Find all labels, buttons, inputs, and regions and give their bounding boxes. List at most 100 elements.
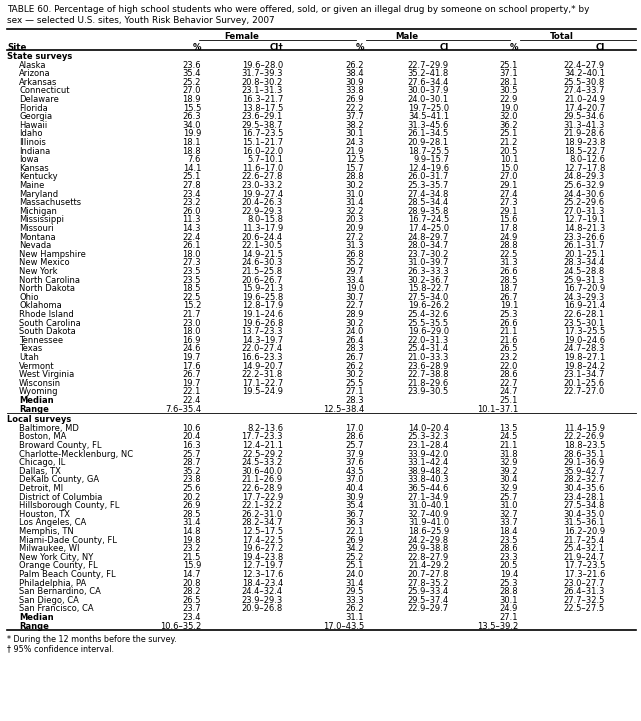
Text: Median: Median bbox=[19, 613, 54, 622]
Text: 17.7–22.9: 17.7–22.9 bbox=[242, 492, 283, 502]
Text: 26.5: 26.5 bbox=[183, 596, 201, 605]
Text: 30.6–40.0: 30.6–40.0 bbox=[242, 466, 283, 476]
Text: Memphis, TN: Memphis, TN bbox=[19, 527, 74, 536]
Text: 38.9–48.2: 38.9–48.2 bbox=[408, 466, 449, 476]
Text: 17.4–25.0: 17.4–25.0 bbox=[408, 224, 449, 233]
Text: 20.2: 20.2 bbox=[183, 492, 201, 502]
Text: 33.8–40.3: 33.8–40.3 bbox=[408, 475, 449, 485]
Text: 36.3: 36.3 bbox=[345, 518, 364, 527]
Text: 38.2: 38.2 bbox=[345, 121, 364, 130]
Text: 22.1–32.2: 22.1–32.2 bbox=[242, 501, 283, 510]
Text: 28.9: 28.9 bbox=[345, 310, 364, 319]
Text: 24.0: 24.0 bbox=[345, 570, 364, 579]
Text: Maine: Maine bbox=[19, 181, 44, 190]
Text: 30.5: 30.5 bbox=[499, 87, 518, 95]
Text: 25.1: 25.1 bbox=[183, 172, 201, 182]
Text: 30.4–35.0: 30.4–35.0 bbox=[563, 510, 605, 519]
Text: 22.6–27.8: 22.6–27.8 bbox=[242, 172, 283, 182]
Text: San Francisco, CA: San Francisco, CA bbox=[19, 604, 94, 614]
Text: 32.7–40.9: 32.7–40.9 bbox=[408, 510, 449, 519]
Text: 10.1: 10.1 bbox=[499, 155, 518, 164]
Text: 28.8: 28.8 bbox=[499, 587, 518, 596]
Text: 24.7–28.3: 24.7–28.3 bbox=[563, 345, 605, 353]
Text: 34.2–40.1: 34.2–40.1 bbox=[564, 69, 605, 78]
Text: 22.2–31.8: 22.2–31.8 bbox=[242, 370, 283, 379]
Text: 21.7: 21.7 bbox=[183, 310, 201, 319]
Text: 8.2–13.6: 8.2–13.6 bbox=[247, 424, 283, 433]
Text: 28.3: 28.3 bbox=[345, 396, 364, 405]
Text: 22.4–27.9: 22.4–27.9 bbox=[564, 61, 605, 70]
Text: 19.1–24.6: 19.1–24.6 bbox=[242, 310, 283, 319]
Text: 27.8: 27.8 bbox=[183, 181, 201, 190]
Text: 14.9–21.5: 14.9–21.5 bbox=[242, 249, 283, 259]
Text: 31.7–39.3: 31.7–39.3 bbox=[242, 69, 283, 78]
Text: 33.8: 33.8 bbox=[345, 87, 364, 95]
Text: 31.5–36.1: 31.5–36.1 bbox=[563, 518, 605, 527]
Text: 28.5: 28.5 bbox=[499, 275, 518, 285]
Text: 26.6: 26.6 bbox=[499, 319, 518, 327]
Text: 24.0: 24.0 bbox=[345, 327, 364, 336]
Text: 28.3: 28.3 bbox=[345, 345, 364, 353]
Text: 23.1–28.4: 23.1–28.4 bbox=[408, 441, 449, 450]
Text: 25.2: 25.2 bbox=[345, 553, 364, 562]
Text: 19.6–26.8: 19.6–26.8 bbox=[242, 319, 283, 327]
Text: 26.9: 26.9 bbox=[345, 536, 364, 544]
Text: 34.0: 34.0 bbox=[183, 121, 201, 130]
Text: Connecticut: Connecticut bbox=[19, 87, 69, 95]
Text: 26.8: 26.8 bbox=[345, 249, 364, 259]
Text: Utah: Utah bbox=[19, 353, 39, 362]
Text: 12.7–17.8: 12.7–17.8 bbox=[563, 164, 605, 173]
Text: 19.8–24.2: 19.8–24.2 bbox=[564, 362, 605, 371]
Text: 37.7: 37.7 bbox=[345, 112, 364, 121]
Text: 23.1–31.3: 23.1–31.3 bbox=[242, 87, 283, 95]
Text: 22.0: 22.0 bbox=[499, 362, 518, 371]
Text: 20.8–30.2: 20.8–30.2 bbox=[242, 78, 283, 87]
Text: 35.4: 35.4 bbox=[345, 501, 364, 510]
Text: 19.7–25.0: 19.7–25.0 bbox=[408, 104, 449, 112]
Text: CI: CI bbox=[595, 43, 605, 52]
Text: 21.4–29.2: 21.4–29.2 bbox=[408, 562, 449, 570]
Text: 22.9–29.7: 22.9–29.7 bbox=[408, 604, 449, 614]
Text: New Hampshire: New Hampshire bbox=[19, 249, 86, 259]
Text: 29.5–38.7: 29.5–38.7 bbox=[242, 121, 283, 130]
Text: 23.5: 23.5 bbox=[183, 275, 201, 285]
Text: 22.1–30.5: 22.1–30.5 bbox=[242, 242, 283, 250]
Text: 15.7: 15.7 bbox=[345, 164, 364, 173]
Text: 26.9: 26.9 bbox=[183, 501, 201, 510]
Text: 21.5: 21.5 bbox=[183, 553, 201, 562]
Text: 12.4–21.1: 12.4–21.1 bbox=[242, 441, 283, 450]
Text: 29.5–37.4: 29.5–37.4 bbox=[408, 596, 449, 605]
Text: 32.9: 32.9 bbox=[499, 484, 518, 493]
Text: 17.6: 17.6 bbox=[183, 362, 201, 371]
Text: 27.5–34.0: 27.5–34.0 bbox=[408, 293, 449, 302]
Text: 22.9: 22.9 bbox=[499, 95, 518, 104]
Text: 19.6–29.0: 19.6–29.0 bbox=[408, 327, 449, 336]
Text: 23.2: 23.2 bbox=[499, 353, 518, 362]
Text: Hillsborough County, FL: Hillsborough County, FL bbox=[19, 501, 119, 510]
Text: Texas: Texas bbox=[19, 345, 42, 353]
Text: 24.5–28.8: 24.5–28.8 bbox=[563, 267, 605, 276]
Text: 24.2–29.8: 24.2–29.8 bbox=[408, 536, 449, 544]
Text: 21.7–25.4: 21.7–25.4 bbox=[564, 536, 605, 544]
Text: 22.7–38.8: 22.7–38.8 bbox=[408, 370, 449, 379]
Text: 19.1: 19.1 bbox=[499, 301, 518, 311]
Text: 27.8–35.2: 27.8–35.2 bbox=[408, 578, 449, 588]
Text: Oklahoma: Oklahoma bbox=[19, 301, 62, 311]
Text: %: % bbox=[192, 43, 201, 52]
Text: Massachusetts: Massachusetts bbox=[19, 198, 81, 207]
Text: 28.6–35.1: 28.6–35.1 bbox=[563, 450, 605, 459]
Text: 22.7: 22.7 bbox=[345, 301, 364, 311]
Text: 29.5: 29.5 bbox=[345, 587, 364, 596]
Text: 29.7: 29.7 bbox=[345, 267, 364, 276]
Text: 20.1–25.6: 20.1–25.6 bbox=[564, 379, 605, 388]
Text: 37.9: 37.9 bbox=[345, 450, 364, 459]
Text: 26.0–31.7: 26.0–31.7 bbox=[408, 172, 449, 182]
Text: 24.0–30.1: 24.0–30.1 bbox=[408, 95, 449, 104]
Text: sex — selected U.S. sites, Youth Risk Behavior Survey, 2007: sex — selected U.S. sites, Youth Risk Be… bbox=[7, 16, 274, 25]
Text: 30.4–35.6: 30.4–35.6 bbox=[563, 484, 605, 493]
Text: 19.7: 19.7 bbox=[183, 379, 201, 388]
Text: 21.9–24.7: 21.9–24.7 bbox=[564, 553, 605, 562]
Text: 31.0: 31.0 bbox=[345, 190, 364, 198]
Text: 25.2: 25.2 bbox=[183, 78, 201, 87]
Text: * During the 12 months before the survey.: * During the 12 months before the survey… bbox=[7, 635, 177, 644]
